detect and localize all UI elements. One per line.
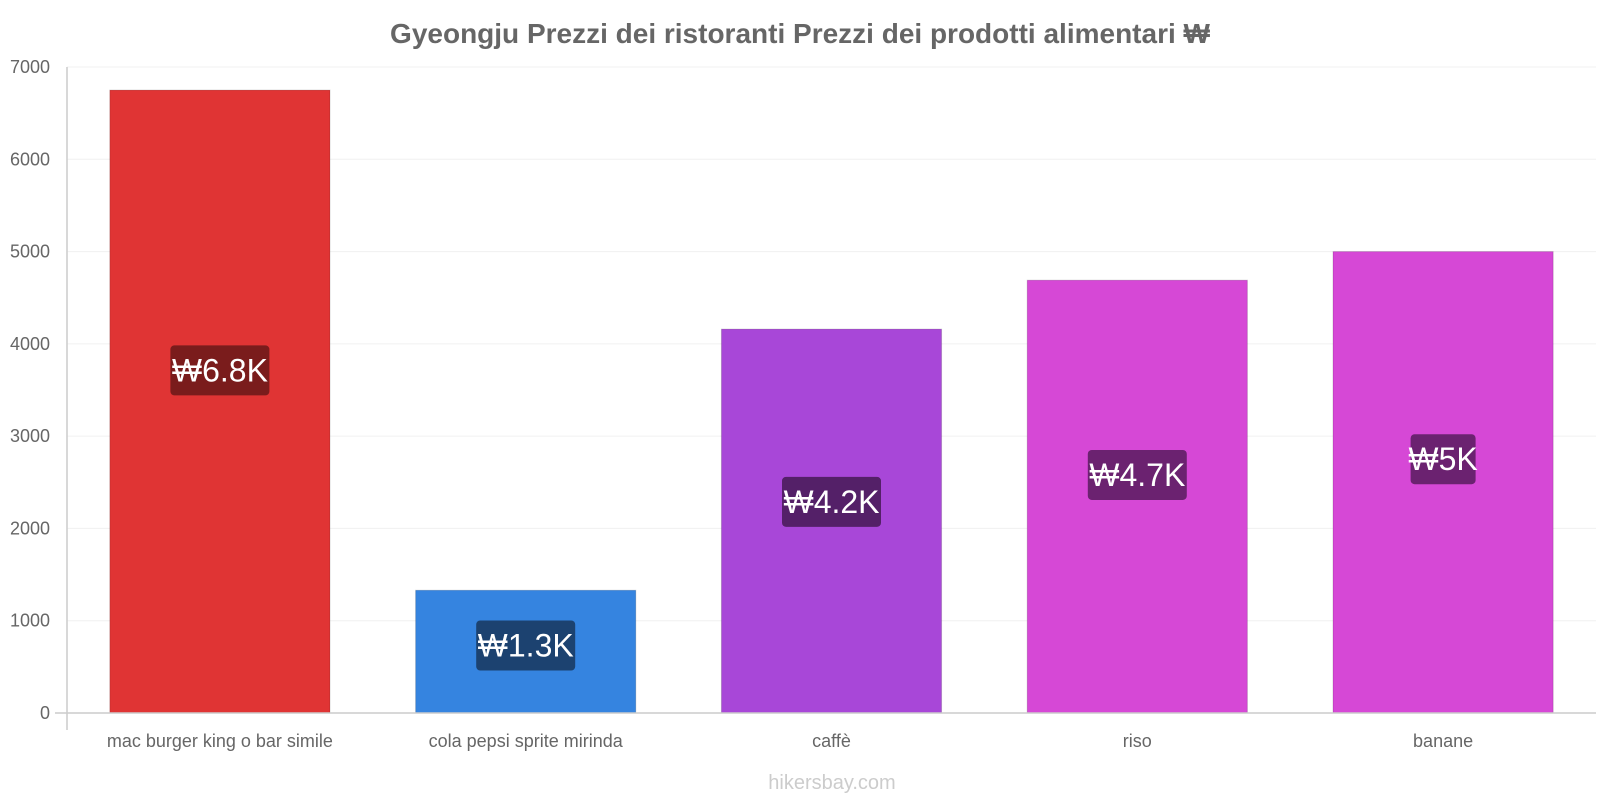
data-label: ₩4.7K <box>1089 457 1185 493</box>
y-axis-ticks: 0 1000 2000 3000 4000 5000 6000 7000 <box>10 57 50 723</box>
x-tick-label: cola pepsi sprite mirinda <box>429 731 624 751</box>
y-tick-label: 4000 <box>10 334 50 354</box>
y-tick-label: 2000 <box>10 518 50 538</box>
data-label-group: ₩1.3K <box>476 620 576 671</box>
data-label-bg <box>170 345 270 396</box>
data-label-group: ₩5K <box>1408 434 1478 485</box>
data-label-bg <box>782 476 881 527</box>
data-label-group: ₩4.2K <box>782 476 881 527</box>
data-labels: ₩6.8K ₩1.3K ₩4.2K ₩4.7K ₩5K <box>170 345 1478 671</box>
watermark: hikersbay.com <box>768 772 895 794</box>
x-tick-label: caffè <box>812 731 851 751</box>
y-tick-label: 1000 <box>10 611 50 631</box>
y-tick-label: 3000 <box>10 426 50 446</box>
data-label: ₩4.2K <box>783 484 879 520</box>
y-tick-label: 5000 <box>10 242 50 262</box>
chart-title: Gyeongju Prezzi dei ristoranti Prezzi de… <box>390 18 1210 49</box>
data-label-bg <box>476 620 576 671</box>
data-label-bg <box>1087 449 1187 500</box>
data-label: ₩6.8K <box>172 352 268 388</box>
y-tick-label: 0 <box>40 703 50 723</box>
y-tick-label: 7000 <box>10 57 50 77</box>
x-tick-label: riso <box>1123 731 1152 751</box>
x-axis-labels: mac burger king o bar simile cola pepsi s… <box>107 731 1473 751</box>
data-label-bg <box>1410 434 1476 485</box>
data-label: ₩5K <box>1408 441 1477 477</box>
data-label-group: ₩6.8K <box>170 345 270 396</box>
y-tick-label: 6000 <box>10 149 50 169</box>
bars <box>109 89 1554 714</box>
data-label: ₩1.3K <box>478 627 574 663</box>
data-label-group: ₩4.7K <box>1087 449 1187 500</box>
bar <box>109 89 331 714</box>
x-tick-label: mac burger king o bar simile <box>107 731 333 751</box>
x-tick-label: banane <box>1413 731 1473 751</box>
